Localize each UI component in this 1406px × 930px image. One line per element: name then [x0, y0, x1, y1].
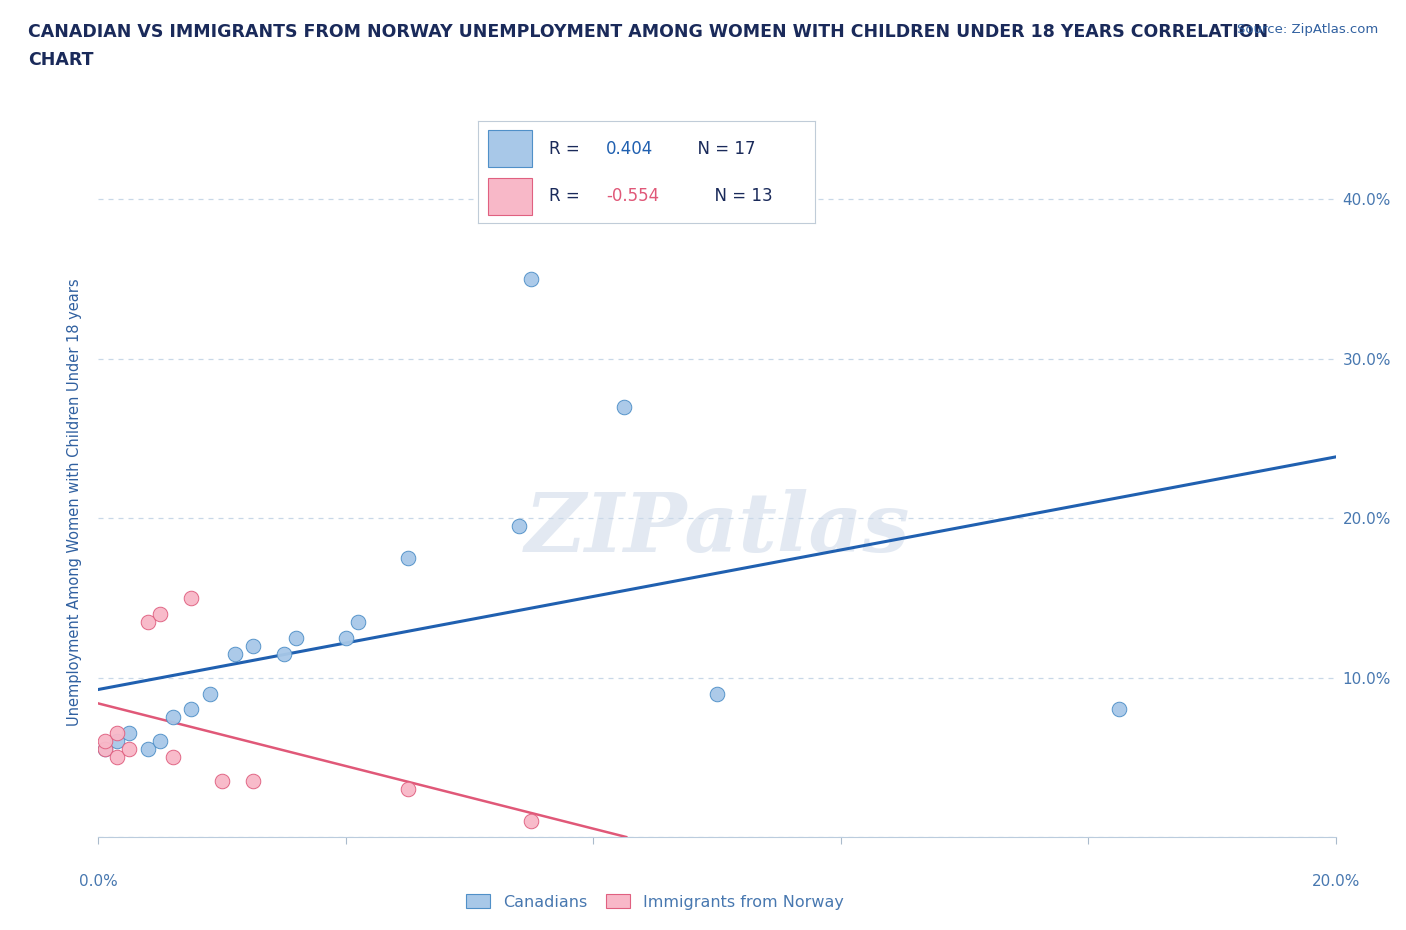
Point: [613, 399, 636, 414]
Text: R =: R =: [548, 187, 585, 205]
Point: [149, 734, 172, 749]
Point: [198, 686, 221, 701]
Y-axis label: Unemployment Among Women with Children Under 18 years: Unemployment Among Women with Children U…: [67, 278, 83, 726]
Text: 0.404: 0.404: [606, 140, 654, 157]
Point: [118, 742, 141, 757]
Point: [347, 615, 370, 630]
Point: [706, 686, 728, 701]
Text: 0.0%: 0.0%: [79, 874, 118, 889]
Point: [105, 726, 128, 741]
Point: [242, 774, 264, 789]
Point: [180, 702, 202, 717]
Text: R =: R =: [548, 140, 585, 157]
Text: N = 13: N = 13: [704, 187, 773, 205]
Point: [162, 750, 184, 764]
FancyBboxPatch shape: [488, 179, 531, 215]
Point: [149, 606, 172, 621]
Point: [520, 272, 543, 286]
Point: [93, 734, 115, 749]
Point: [224, 646, 246, 661]
Point: [211, 774, 233, 789]
Text: -0.554: -0.554: [606, 187, 659, 205]
Point: [242, 638, 264, 653]
Point: [136, 615, 159, 630]
Text: ZIPatlas: ZIPatlas: [524, 489, 910, 569]
Point: [508, 519, 530, 534]
Point: [335, 631, 357, 645]
Text: Source: ZipAtlas.com: Source: ZipAtlas.com: [1237, 23, 1378, 36]
Point: [105, 750, 128, 764]
Point: [93, 742, 115, 757]
Text: N = 17: N = 17: [688, 140, 756, 157]
FancyBboxPatch shape: [488, 130, 531, 167]
Legend: Canadians, Immigrants from Norway: Canadians, Immigrants from Norway: [460, 887, 851, 916]
Point: [118, 726, 141, 741]
Point: [285, 631, 308, 645]
Point: [93, 742, 115, 757]
Point: [105, 734, 128, 749]
Text: CANADIAN VS IMMIGRANTS FROM NORWAY UNEMPLOYMENT AMONG WOMEN WITH CHILDREN UNDER : CANADIAN VS IMMIGRANTS FROM NORWAY UNEMP…: [28, 23, 1268, 41]
Point: [396, 551, 419, 565]
Point: [520, 814, 543, 829]
Point: [396, 782, 419, 797]
Point: [136, 742, 159, 757]
Point: [273, 646, 295, 661]
Point: [1108, 702, 1130, 717]
Point: [180, 591, 202, 605]
Text: 20.0%: 20.0%: [1312, 874, 1360, 889]
Point: [162, 710, 184, 724]
Text: CHART: CHART: [28, 51, 94, 69]
